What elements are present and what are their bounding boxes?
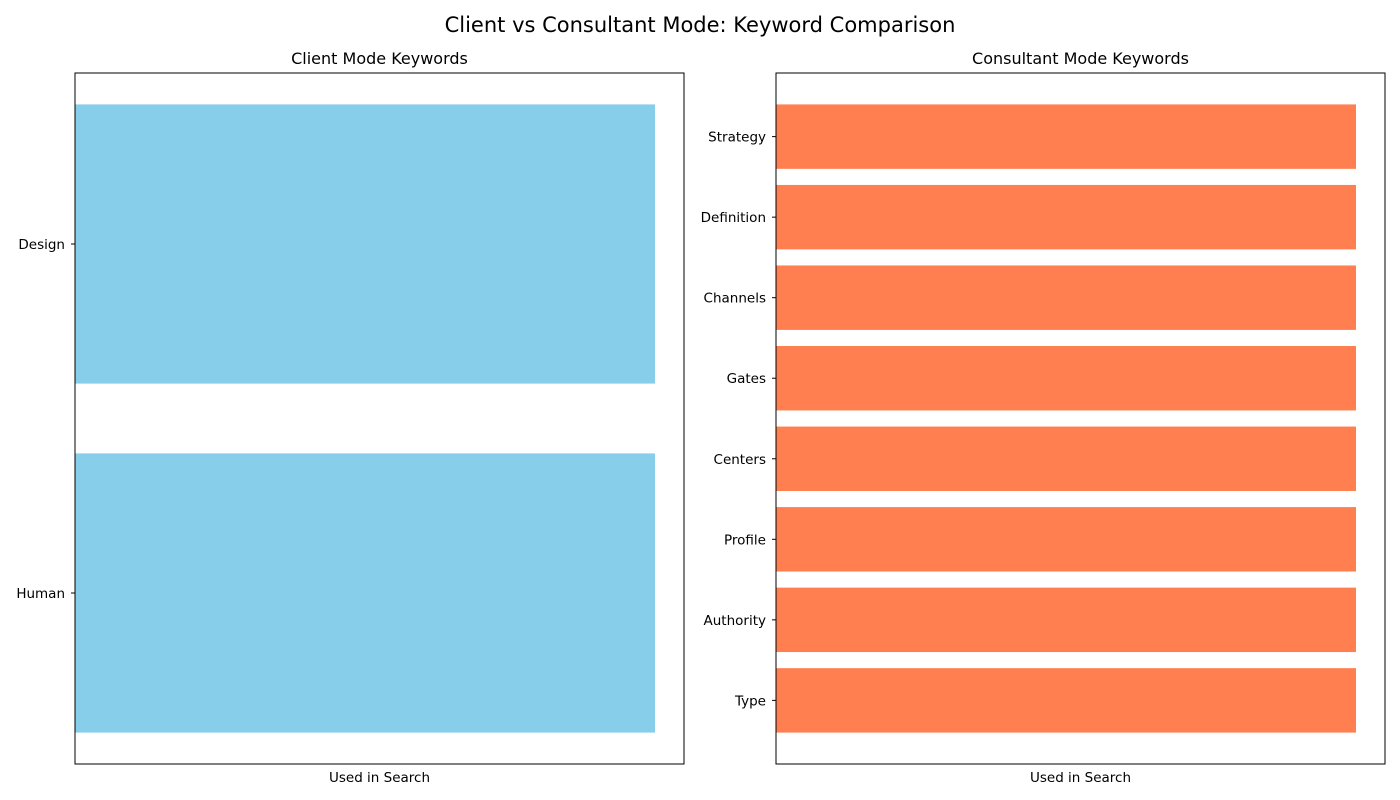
- bar-channels: [776, 265, 1356, 330]
- bar-centers: [776, 426, 1356, 491]
- panel-title-consultant: Consultant Mode Keywords: [972, 49, 1189, 68]
- ytick-label-profile: Profile: [724, 532, 766, 548]
- bar-authority: [776, 587, 1356, 653]
- bar-strategy: [776, 104, 1356, 169]
- ytick-label-definition: Definition: [701, 210, 766, 226]
- axes-frame-client: [74, 72, 685, 765]
- ytick-label-authority: Authority: [704, 613, 766, 629]
- ytick-label-strategy: Strategy: [708, 130, 766, 146]
- ytick-label-human: Human: [16, 586, 65, 602]
- xaxis-label-consultant: Used in Search: [1030, 770, 1131, 786]
- bar-definition: [776, 184, 1356, 250]
- bar-type: [776, 668, 1356, 733]
- bar-gates: [776, 346, 1356, 411]
- ytick-label-centers: Centers: [714, 452, 766, 468]
- bar-profile: [776, 507, 1356, 572]
- consultant-mode-panel: Consultant Mode Keywords Type Authority Pro…: [701, 49, 1386, 786]
- xaxis-label-client: Used in Search: [329, 770, 430, 786]
- client-mode-panel: Client Mode Keywords Human Design Used in S…: [16, 49, 685, 786]
- ytick-label-design: Design: [18, 237, 65, 253]
- ytick-label-gates: Gates: [727, 371, 766, 387]
- ytick-label-type: Type: [734, 693, 766, 709]
- bar-design: [75, 104, 655, 384]
- panel-title-client: Client Mode Keywords: [291, 49, 468, 68]
- bar-human: [75, 453, 655, 733]
- axes-frame-consultant: [775, 72, 1386, 765]
- figure-title: Client vs Consultant Mode: Keyword Compa…: [445, 13, 956, 37]
- ytick-label-channels: Channels: [704, 291, 766, 307]
